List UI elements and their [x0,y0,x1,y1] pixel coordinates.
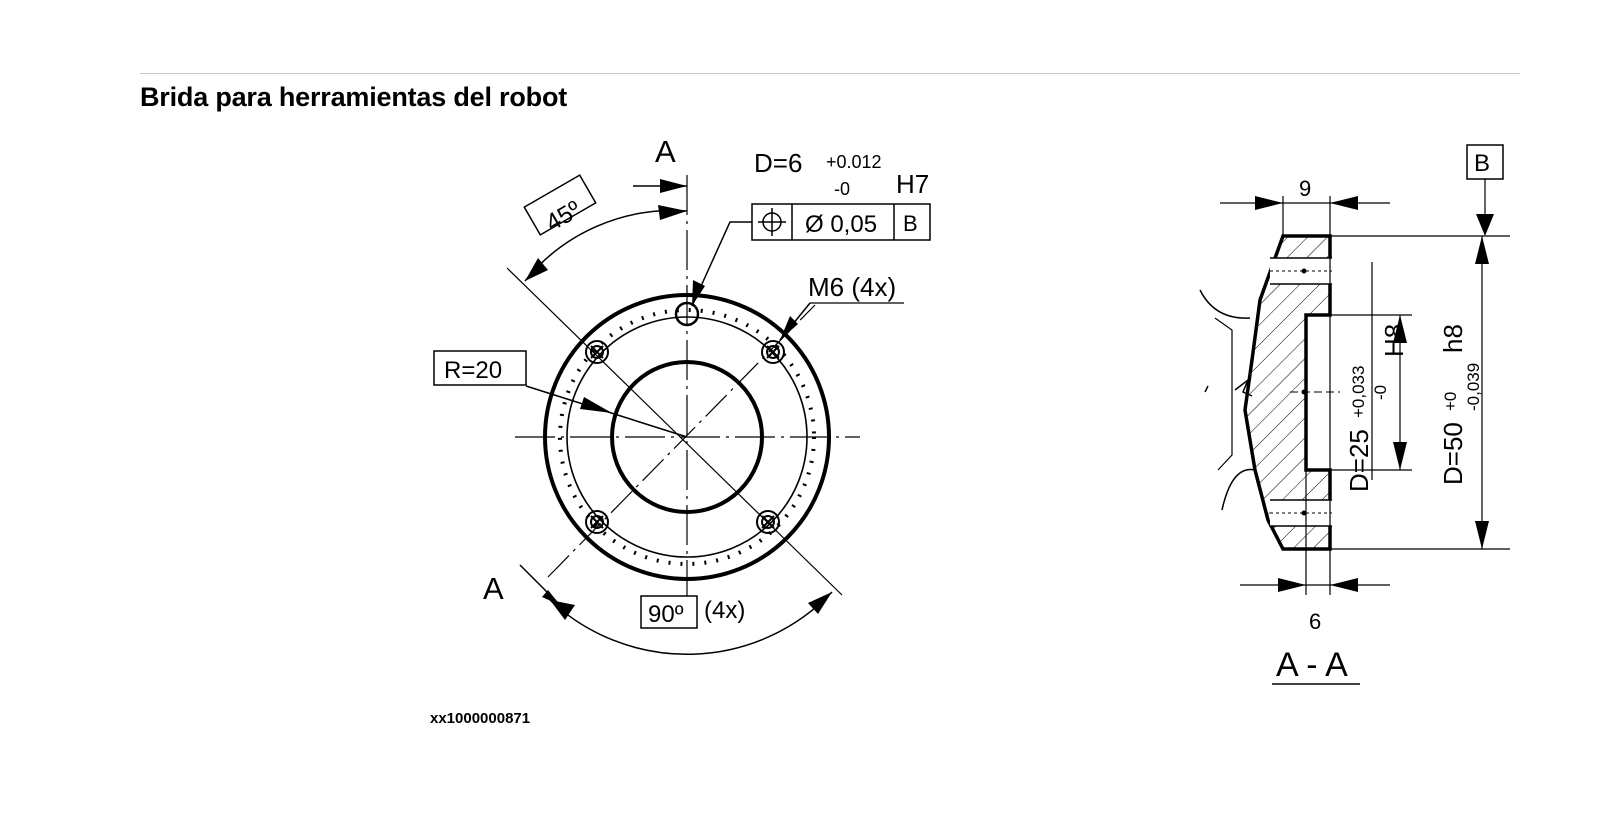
inner-tol-upper: +0,033 [1349,366,1368,418]
angle-arc-90 [549,591,833,656]
inner-fit-label: H8 [1379,324,1409,357]
inner-tol-lower: -0 [1371,385,1390,400]
radius-box [433,350,527,386]
angle-bottom-count: (4x) [704,597,745,624]
hole-tol-upper: +0.012 [826,152,882,172]
inner-bore-circle [610,360,764,514]
angle-bottom-label: 90º [648,601,684,628]
figure-id: xx1000000871 [430,710,531,727]
pitch-dots [558,308,816,566]
thread-hole-ne [761,340,785,364]
pitch-circle [566,316,808,558]
flange-outer-circle [543,293,831,581]
outer-tol-lower: -0,039 [1464,363,1483,411]
datum-ref-label: B [903,211,918,236]
outer-diameter-label: D=50 [1438,422,1468,485]
thread-hole-nw [585,340,609,364]
section-view [1199,144,1510,685]
hole-tol-lower: -0 [834,179,850,199]
datum-b-label: B [1474,150,1490,177]
thread-hole-sw [585,510,609,534]
section-mark-top: A [655,134,676,169]
inner-diameter-label: D=25 [1344,429,1374,492]
angle-top-box [523,174,597,236]
page-title: Brida para herramientas del robot [140,82,568,112]
thread-label: M6 (4x) [808,272,896,302]
width-bottom-label: 6 [1309,609,1321,634]
hole-diameter-label: D=6 [754,148,802,178]
thread-hole-se [756,510,780,534]
front-view [433,174,931,656]
section-mark-bottom: A [483,571,504,606]
section-caption: A - A [1276,646,1348,684]
angle-bottom-box [640,595,698,629]
outer-tol-upper: +0 [1441,392,1460,411]
radius-label: R=20 [444,357,502,384]
width-top-label: 9 [1299,176,1311,201]
hole-fit-label: H7 [896,169,929,199]
header-rule [140,73,1520,74]
position-tolerance-value: Ø 0,05 [805,211,877,238]
dowel-hole [674,301,700,327]
outer-fit-label: h8 [1438,324,1468,353]
